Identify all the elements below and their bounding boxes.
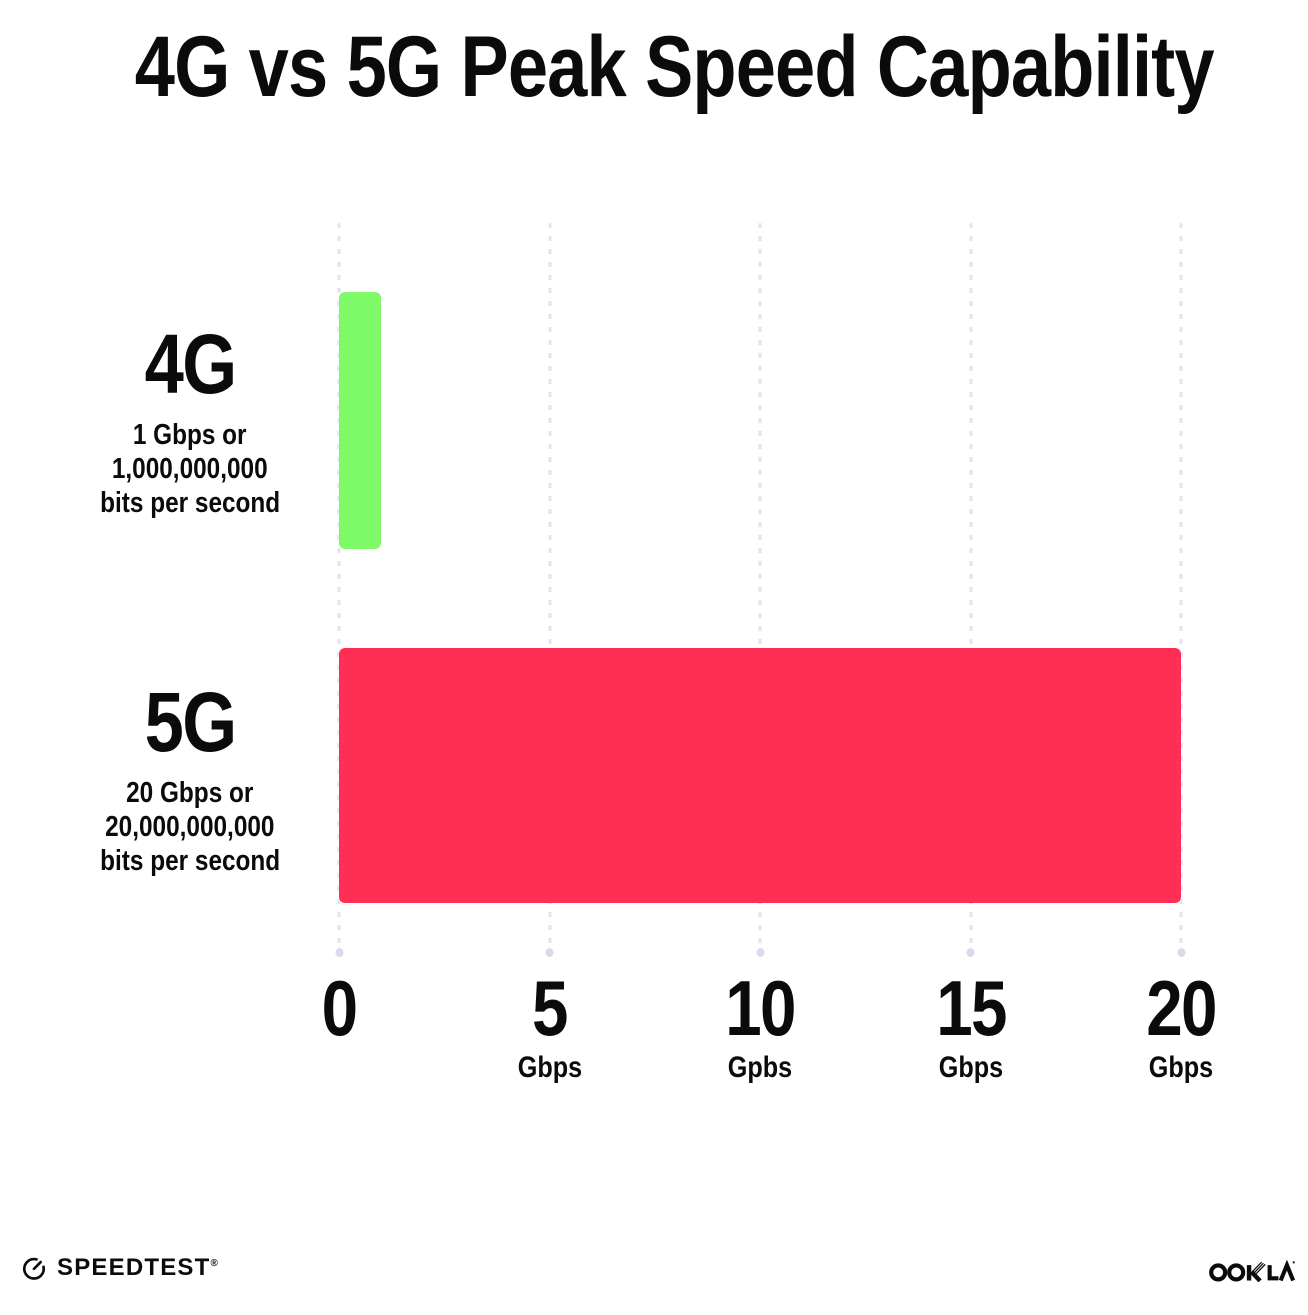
trademark-mark: ® bbox=[210, 1258, 218, 1269]
x-tick-value: 10 bbox=[725, 964, 796, 1052]
category-name-4g: 4G bbox=[144, 317, 237, 411]
subline: 20 Gbps or bbox=[126, 777, 254, 809]
gridline-5 bbox=[548, 223, 551, 945]
speedtest-wordmark: SPEEDTEST® bbox=[57, 1254, 218, 1281]
subline: 1 Gbps or bbox=[133, 419, 247, 451]
x-tick-unit: Gbps bbox=[1148, 1051, 1214, 1084]
x-tick-value: 0 bbox=[321, 964, 358, 1052]
x-tick-10: 10 Gpbs bbox=[719, 968, 802, 1084]
x-tick-0: 0 bbox=[318, 968, 359, 1084]
subline: bits per second bbox=[99, 487, 281, 519]
category-label-5g: 5G 20 Gbps or 20,000,000,000 bits per se… bbox=[30, 680, 350, 878]
x-axis: 0 5 Gbps 10 Gpbs 15 Gbps 20 Gbps bbox=[322, 968, 1218, 1098]
gridline-20 bbox=[1179, 223, 1183, 945]
x-tick-unit bbox=[318, 1052, 359, 1084]
subline: 1,000,000,000 bbox=[112, 453, 268, 485]
gridline-10 bbox=[758, 223, 762, 945]
x-tick-5: 5 Gbps bbox=[511, 968, 588, 1084]
category-sub-4g: 1 Gbps or 1,000,000,000 bits per second bbox=[30, 418, 350, 520]
plot-area bbox=[337, 223, 1183, 945]
x-tick-value: 20 bbox=[1146, 964, 1217, 1052]
x-tick-unit: Gpbs bbox=[727, 1051, 793, 1084]
bar-4g bbox=[339, 292, 382, 549]
x-tick-value: 15 bbox=[935, 964, 1007, 1052]
bar-5g bbox=[339, 648, 1181, 903]
x-tick-unit: Gbps bbox=[938, 1051, 1003, 1084]
speedtest-gauge-icon bbox=[20, 1254, 48, 1282]
page-title: 4G vs 5G Peak Speed Capability bbox=[32, 18, 1308, 117]
x-tick-unit: Gbps bbox=[517, 1051, 582, 1084]
x-tick-value: 5 bbox=[532, 964, 568, 1052]
subline: 20,000,000,000 bbox=[105, 811, 275, 843]
gridline-15 bbox=[969, 223, 972, 945]
x-tick-20: 20 Gbps bbox=[1140, 968, 1223, 1084]
category-name-5g: 5G bbox=[144, 675, 237, 769]
gridline-0 bbox=[337, 223, 341, 945]
ookla-wordmark-icon bbox=[1208, 1257, 1296, 1282]
ookla-logo bbox=[1208, 1257, 1296, 1287]
page-title-text: 4G vs 5G Peak Speed Capability bbox=[134, 19, 1215, 115]
x-tick-15: 15 Gbps bbox=[929, 968, 1012, 1084]
category-label-4g: 4G 1 Gbps or 1,000,000,000 bits per seco… bbox=[30, 322, 350, 520]
speedtest-logo: SPEEDTEST® bbox=[20, 1254, 218, 1282]
subline: bits per second bbox=[99, 845, 281, 877]
category-sub-5g: 20 Gbps or 20,000,000,000 bits per secon… bbox=[30, 776, 350, 878]
